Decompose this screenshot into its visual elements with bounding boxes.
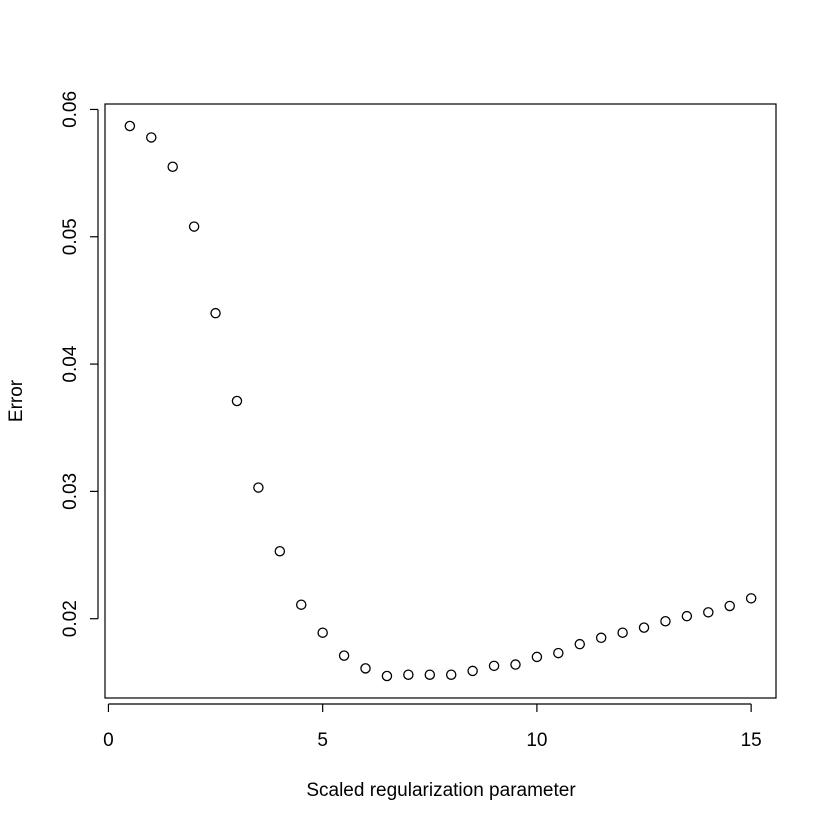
data-point bbox=[295, 599, 307, 610]
y-axis: 0.02 0.03 0.04 0.05 0.06 bbox=[60, 91, 99, 637]
data-point bbox=[381, 670, 393, 682]
data-point bbox=[338, 650, 350, 661]
data-point bbox=[510, 659, 521, 670]
data-point bbox=[638, 622, 650, 633]
data-point bbox=[574, 638, 586, 650]
data-point bbox=[403, 669, 414, 680]
data-point bbox=[681, 610, 693, 622]
data-point bbox=[703, 607, 714, 618]
y-tick-label: 0.02 bbox=[60, 600, 81, 637]
y-tick-label: 0.03 bbox=[60, 473, 81, 510]
x-tick-label: 15 bbox=[741, 730, 762, 751]
data-point bbox=[617, 627, 628, 638]
data-point bbox=[467, 665, 478, 677]
data-point bbox=[360, 663, 371, 674]
y-axis-label: Error bbox=[6, 379, 27, 422]
data-point bbox=[146, 132, 157, 143]
data-point bbox=[553, 647, 564, 659]
data-point bbox=[745, 593, 757, 604]
data-point bbox=[274, 545, 286, 557]
data-point bbox=[488, 660, 500, 672]
data-point bbox=[124, 120, 136, 132]
plot-frame bbox=[104, 103, 777, 699]
data-point bbox=[167, 161, 178, 172]
data-point bbox=[188, 221, 200, 232]
data-point bbox=[531, 651, 543, 663]
data-point bbox=[724, 600, 735, 612]
x-tick-label: 0 bbox=[103, 730, 114, 751]
data-point bbox=[210, 307, 221, 319]
data-point bbox=[424, 669, 436, 680]
x-tick-label: 10 bbox=[526, 730, 547, 751]
data-point bbox=[595, 632, 607, 644]
y-tick-label: 0.04 bbox=[60, 345, 81, 382]
y-tick-label: 0.06 bbox=[60, 91, 81, 128]
y-tick-label: 0.05 bbox=[60, 218, 81, 255]
data-point bbox=[445, 669, 457, 680]
data-point bbox=[253, 482, 264, 493]
data-point bbox=[317, 627, 328, 638]
x-axis: 0 5 10 15 bbox=[103, 703, 762, 751]
x-axis-label: Scaled regularization parameter bbox=[306, 780, 576, 801]
x-tick-label: 5 bbox=[317, 730, 328, 751]
data-points bbox=[124, 120, 757, 682]
data-point bbox=[660, 616, 671, 627]
data-point bbox=[231, 395, 243, 407]
